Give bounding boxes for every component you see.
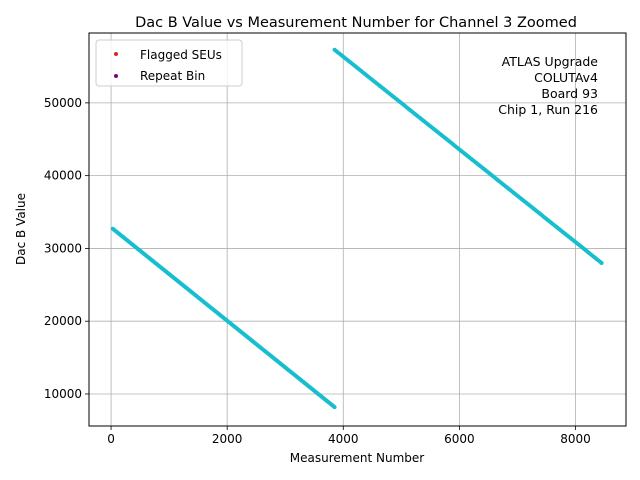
data-point bbox=[599, 260, 604, 265]
x-axis-label: Measurement Number bbox=[290, 451, 424, 465]
annotation-line: Chip 1, Run 216 bbox=[498, 102, 598, 117]
data-points bbox=[110, 47, 604, 410]
legend-marker-repeat-bin bbox=[114, 74, 118, 78]
y-tick-label: 30000 bbox=[44, 241, 82, 255]
x-tick-label: 4000 bbox=[328, 432, 359, 446]
data-point bbox=[332, 405, 337, 410]
x-tick-label: 0 bbox=[107, 432, 115, 446]
chart-title: Dac B Value vs Measurement Number for Ch… bbox=[135, 15, 577, 31]
y-tick-label: 50000 bbox=[44, 96, 82, 110]
legend-label-repeat-bin: Repeat Bin bbox=[140, 69, 205, 83]
grid bbox=[89, 33, 626, 426]
y-tick-label: 40000 bbox=[44, 169, 82, 183]
x-ticks: 0 2000 4000 6000 8000 bbox=[107, 426, 591, 446]
x-tick-label: 2000 bbox=[212, 432, 243, 446]
y-ticks: 10000 20000 30000 40000 50000 bbox=[44, 96, 89, 401]
y-tick-label: 10000 bbox=[44, 387, 82, 401]
legend: Flagged SEUs Repeat Bin bbox=[95, 39, 243, 87]
plot-frame bbox=[88, 32, 627, 427]
y-tick-label: 20000 bbox=[44, 314, 82, 328]
x-tick-label: 6000 bbox=[444, 432, 475, 446]
annotation-line: Board 93 bbox=[541, 86, 598, 101]
annotation-line: ATLAS Upgrade bbox=[502, 54, 599, 69]
legend-label-flagged-seus: Flagged SEUs bbox=[140, 48, 222, 62]
legend-frame bbox=[95, 39, 243, 87]
legend-marker-flagged-seus bbox=[114, 52, 118, 56]
y-axis-label: Dac B Value bbox=[14, 193, 28, 265]
annotation-box: ATLAS Upgrade COLUTAv4 Board 93 Chip 1, … bbox=[498, 54, 598, 117]
annotation-line: COLUTAv4 bbox=[534, 70, 598, 85]
x-tick-label: 8000 bbox=[560, 432, 591, 446]
